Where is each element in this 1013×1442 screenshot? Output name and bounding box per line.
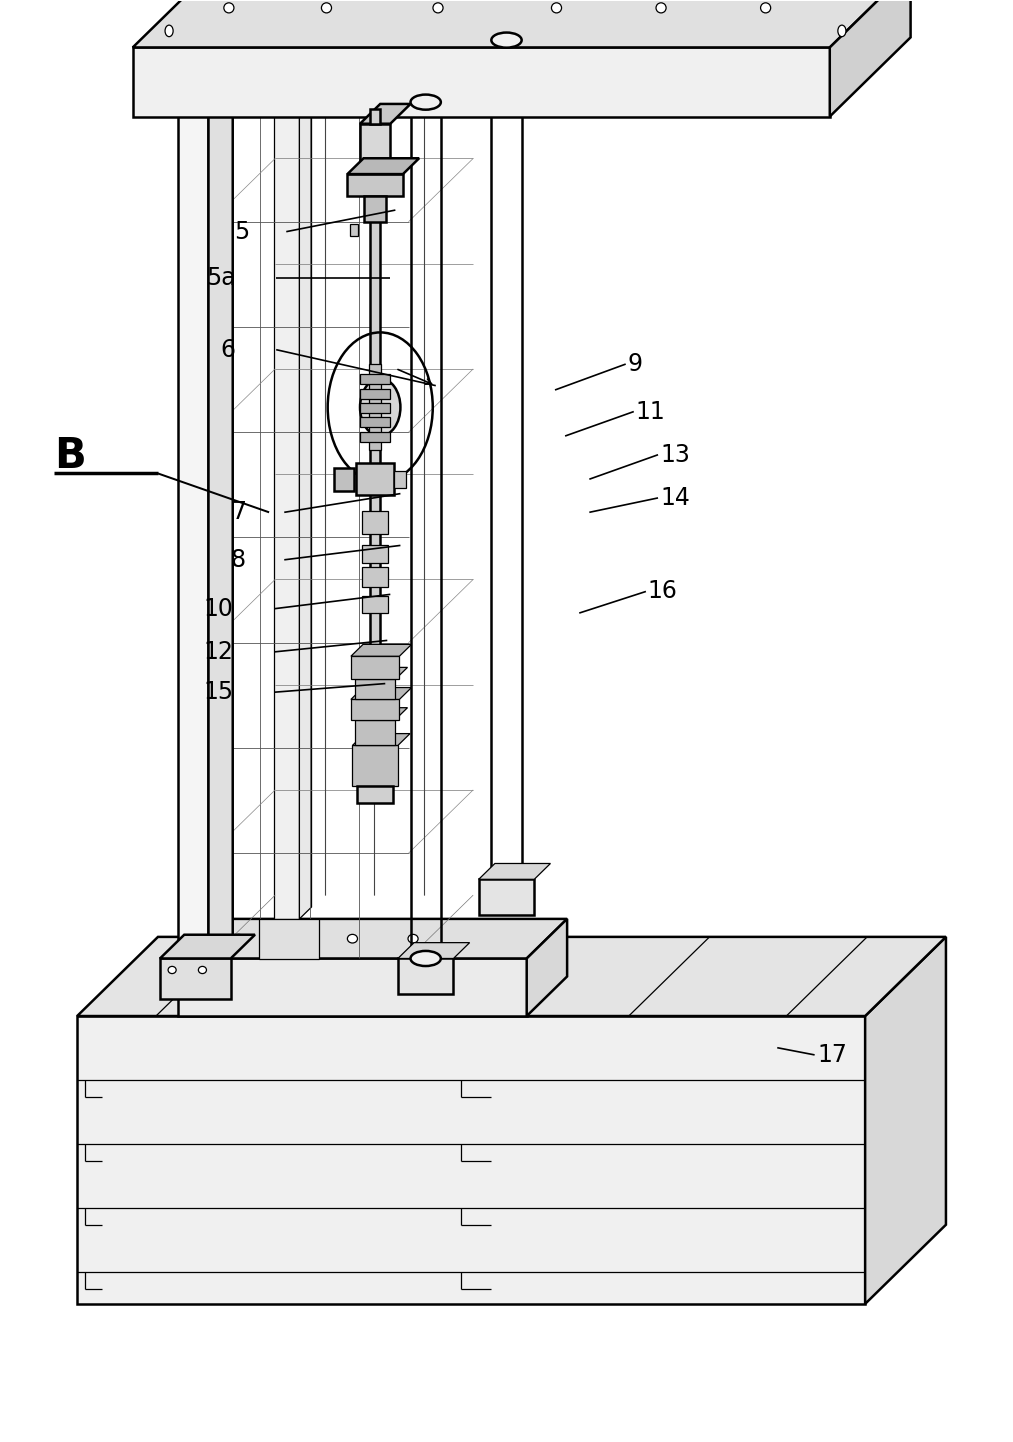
Ellipse shape (410, 950, 441, 966)
Bar (362, 567, 388, 587)
Bar (355, 720, 395, 746)
Text: 14: 14 (660, 486, 690, 510)
Bar (360, 124, 390, 174)
Ellipse shape (199, 966, 207, 973)
Bar (275, 62, 300, 919)
Bar (479, 880, 534, 916)
Bar (353, 746, 398, 786)
Polygon shape (347, 159, 419, 174)
Ellipse shape (761, 3, 771, 13)
Bar (349, 225, 358, 236)
Bar (369, 363, 381, 450)
Ellipse shape (360, 378, 400, 435)
Ellipse shape (234, 934, 244, 943)
Ellipse shape (410, 95, 441, 110)
Polygon shape (353, 734, 410, 746)
Ellipse shape (168, 966, 176, 973)
Polygon shape (209, 78, 233, 959)
Text: 7: 7 (231, 500, 246, 525)
Bar (259, 919, 319, 959)
Text: 8: 8 (231, 548, 246, 572)
Polygon shape (350, 688, 411, 699)
Ellipse shape (491, 33, 522, 48)
Text: B: B (54, 435, 86, 477)
Text: 5a: 5a (206, 265, 236, 290)
Polygon shape (178, 959, 527, 1017)
Text: 5: 5 (234, 219, 249, 244)
Bar (357, 786, 393, 803)
Text: 9: 9 (628, 352, 642, 376)
Polygon shape (77, 1017, 865, 1304)
Bar (347, 174, 403, 196)
Bar (364, 196, 386, 222)
Polygon shape (360, 104, 410, 124)
Bar (333, 467, 354, 490)
Bar (178, 102, 209, 959)
Bar (360, 431, 390, 441)
Ellipse shape (551, 3, 561, 13)
Polygon shape (830, 0, 911, 117)
Ellipse shape (656, 3, 667, 13)
Polygon shape (178, 78, 233, 102)
Ellipse shape (165, 25, 173, 36)
Bar (370, 196, 380, 786)
Polygon shape (350, 645, 411, 656)
Polygon shape (479, 864, 550, 880)
Ellipse shape (433, 3, 443, 13)
Bar (360, 402, 390, 412)
Ellipse shape (408, 934, 418, 943)
Bar (355, 679, 395, 699)
Polygon shape (178, 919, 567, 959)
Ellipse shape (347, 934, 358, 943)
Polygon shape (355, 708, 407, 720)
Ellipse shape (224, 3, 234, 13)
Bar (362, 510, 388, 534)
Bar (398, 959, 454, 995)
Text: 16: 16 (648, 580, 678, 603)
Polygon shape (355, 668, 407, 679)
Polygon shape (527, 919, 567, 1017)
Polygon shape (300, 50, 312, 919)
Text: 17: 17 (817, 1043, 848, 1067)
Ellipse shape (838, 25, 846, 36)
Bar (360, 388, 390, 398)
Bar (370, 110, 380, 124)
Text: 6: 6 (221, 337, 236, 362)
Text: 10: 10 (204, 597, 234, 620)
Polygon shape (398, 943, 470, 959)
Text: 11: 11 (636, 399, 666, 424)
Bar (356, 463, 394, 495)
Text: 12: 12 (204, 640, 234, 663)
Bar (362, 545, 388, 562)
Polygon shape (77, 937, 946, 1017)
Bar (350, 699, 399, 720)
Ellipse shape (321, 3, 331, 13)
Polygon shape (160, 934, 255, 959)
Text: 15: 15 (204, 681, 234, 704)
Polygon shape (133, 48, 830, 117)
Bar (362, 596, 388, 613)
Bar (394, 470, 406, 487)
Bar (160, 959, 231, 999)
Bar (350, 656, 399, 679)
Polygon shape (865, 937, 946, 1304)
Text: 13: 13 (660, 443, 690, 467)
Bar (360, 417, 390, 427)
Polygon shape (133, 0, 911, 48)
Bar (360, 373, 390, 384)
